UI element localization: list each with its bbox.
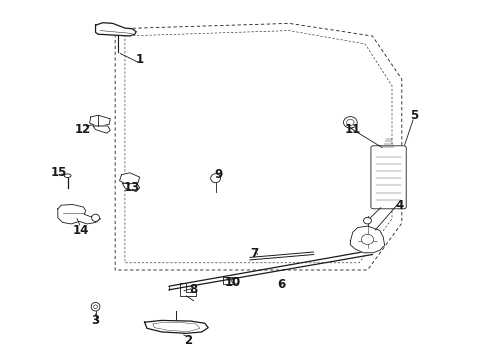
Ellipse shape <box>364 217 371 224</box>
Text: 6: 6 <box>278 278 286 291</box>
Polygon shape <box>58 204 100 224</box>
Polygon shape <box>122 184 140 192</box>
Ellipse shape <box>362 234 374 244</box>
Polygon shape <box>145 320 208 333</box>
Ellipse shape <box>232 278 239 284</box>
Text: 5: 5 <box>410 109 418 122</box>
Text: 14: 14 <box>73 224 89 237</box>
Polygon shape <box>90 115 110 127</box>
FancyBboxPatch shape <box>371 146 406 209</box>
Text: 7: 7 <box>251 247 259 260</box>
Text: 15: 15 <box>50 166 67 179</box>
Text: 12: 12 <box>75 123 92 136</box>
Polygon shape <box>120 173 140 185</box>
Text: 13: 13 <box>124 181 141 194</box>
Ellipse shape <box>211 174 220 183</box>
Text: 8: 8 <box>190 283 197 296</box>
Ellipse shape <box>91 302 100 311</box>
Ellipse shape <box>92 214 99 221</box>
Text: 2: 2 <box>185 334 193 347</box>
Polygon shape <box>96 23 136 36</box>
Ellipse shape <box>343 117 357 128</box>
Ellipse shape <box>94 305 98 309</box>
Polygon shape <box>350 226 385 253</box>
Text: 1: 1 <box>136 53 144 66</box>
Ellipse shape <box>64 174 71 177</box>
Ellipse shape <box>346 119 354 126</box>
Text: 3: 3 <box>92 314 99 327</box>
Text: 10: 10 <box>224 276 241 289</box>
Text: 4: 4 <box>395 199 403 212</box>
Text: 11: 11 <box>344 123 361 136</box>
Text: 9: 9 <box>214 168 222 181</box>
Polygon shape <box>93 126 110 133</box>
